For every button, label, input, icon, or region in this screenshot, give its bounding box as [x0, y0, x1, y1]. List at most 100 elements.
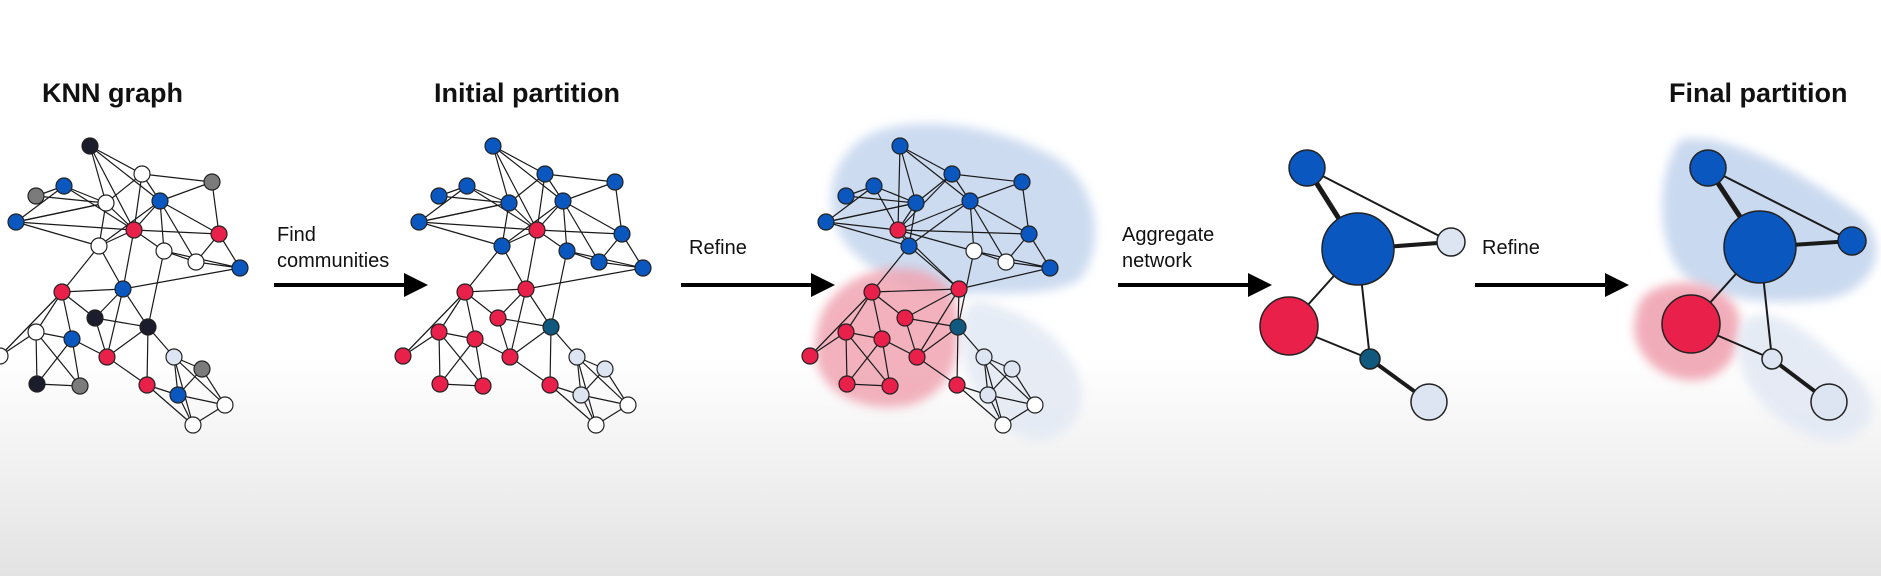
aggregate-node — [1288, 149, 1326, 187]
knn-graph-edge — [94, 317, 149, 328]
refined-graph-node — [1013, 173, 1031, 191]
arrow-refine-1-head — [811, 273, 835, 297]
initial-partition-edge — [466, 185, 538, 231]
initial-partition-node — [458, 177, 476, 195]
final-node — [1689, 149, 1727, 187]
knn-graph-node — [0, 347, 9, 365]
knn-graph-node — [7, 213, 25, 231]
refined-graph-edge — [825, 221, 899, 231]
knn-graph-node — [133, 165, 151, 183]
initial-partition-node — [517, 280, 535, 298]
refined-graph-node — [881, 377, 899, 395]
initial-partition-node — [634, 259, 652, 277]
refined-graph-node — [950, 280, 968, 298]
initial-partition-node — [568, 348, 586, 366]
initial-partition-node — [587, 416, 605, 434]
refined-graph-edge — [897, 200, 971, 231]
refined-graph-edge — [908, 200, 971, 247]
refined-graph-node — [863, 283, 881, 301]
aggregate-node — [1321, 212, 1395, 286]
initial-partition-node — [431, 375, 449, 393]
initial-partition-edge — [497, 317, 552, 328]
initial-partition-edge — [418, 202, 510, 223]
knn-graph-node — [165, 348, 183, 366]
knn-graph-node — [97, 194, 115, 212]
arrow-refine-2-head — [1605, 273, 1629, 297]
knn-graph-edge — [15, 221, 100, 247]
label-find-communities: Find communities — [277, 222, 389, 274]
knn-graph-edge — [133, 229, 220, 235]
knn-graph-node — [53, 283, 71, 301]
refined-graph-edge — [899, 145, 971, 202]
knn-graph-edge — [61, 245, 100, 293]
knn-graph-node — [193, 360, 211, 378]
refined-graph-node — [817, 213, 835, 231]
refined-graph-node — [873, 330, 891, 348]
refined-graph-node — [948, 376, 966, 394]
initial-partition-edge — [509, 288, 527, 358]
knn-graph-node — [63, 330, 81, 348]
refined-graph-edge — [871, 288, 960, 293]
knn-graph-node — [90, 237, 108, 255]
initial-partition-edge — [576, 356, 629, 406]
initial-partition-node — [558, 242, 576, 260]
initial-partition-node — [606, 173, 624, 191]
refined-graph-edge — [897, 173, 953, 231]
arrow-aggregate — [1118, 273, 1272, 297]
label-refine-1: Refine — [689, 237, 747, 259]
initial-partition-edge — [492, 145, 538, 231]
refined-graph-node — [1026, 396, 1044, 414]
knn-graph-edge — [146, 326, 149, 386]
label-refine-2: Refine — [1482, 237, 1540, 259]
knn-graph-edge — [63, 185, 135, 231]
initial-partition-node — [410, 213, 428, 231]
knn-graph-edge — [122, 267, 241, 290]
knn-graph-node — [169, 386, 187, 404]
knn-graph-node — [125, 221, 143, 239]
knn-graph-node — [86, 309, 104, 327]
knn-graph-node — [98, 348, 116, 366]
refined-graph-node — [994, 416, 1012, 434]
refined-graph-edge — [951, 173, 1023, 183]
knn-graph-edge — [35, 331, 81, 387]
knn-graph-node — [55, 177, 73, 195]
refined-graph-edge — [846, 338, 883, 385]
knn-graph-edge — [106, 288, 124, 358]
initial-partition-edge — [492, 145, 510, 204]
initial-partition-node — [501, 348, 519, 366]
initial-partition-node — [590, 253, 608, 271]
aggregate-edge — [1306, 167, 1452, 243]
initial-partition-node — [554, 192, 572, 210]
refined-graph-edge — [899, 145, 917, 204]
initial-partition-node — [493, 237, 511, 255]
arrow-aggregate-head — [1248, 273, 1272, 297]
refined-graph-node — [907, 194, 925, 212]
refined-graph-node — [889, 221, 907, 239]
knn-graph-edge — [15, 202, 107, 223]
refined-graph-node — [896, 309, 914, 327]
initial-partition-edge — [439, 338, 476, 385]
knn-graph-node — [139, 318, 157, 336]
initial-partition-node — [536, 165, 554, 183]
initial-partition-node — [474, 377, 492, 395]
initial-partition-node — [619, 396, 637, 414]
aggregate-node — [1436, 227, 1466, 257]
knn-graph-node — [27, 187, 45, 205]
refined-graph-edge — [969, 200, 1007, 263]
initial-partition-node — [430, 187, 448, 205]
region-pale-refined — [960, 300, 1082, 441]
initial-partition-node — [613, 225, 631, 243]
initial-partition-edge — [464, 245, 503, 293]
region-blue-refined — [831, 123, 1096, 296]
knn-graph-edge — [159, 200, 220, 235]
initial-partition-edge — [562, 200, 623, 235]
label-find-line2: communities — [277, 250, 390, 272]
refined-graph-edge — [983, 356, 1036, 406]
initial-partition-edge — [525, 229, 538, 290]
knn-graph-edge — [89, 145, 143, 175]
refined-graph-edge — [897, 229, 975, 252]
initial-partition-edge — [544, 173, 616, 183]
initial-partition-node — [394, 347, 412, 365]
aggregate-node — [1259, 296, 1319, 356]
knn-graph-edge — [147, 250, 165, 328]
